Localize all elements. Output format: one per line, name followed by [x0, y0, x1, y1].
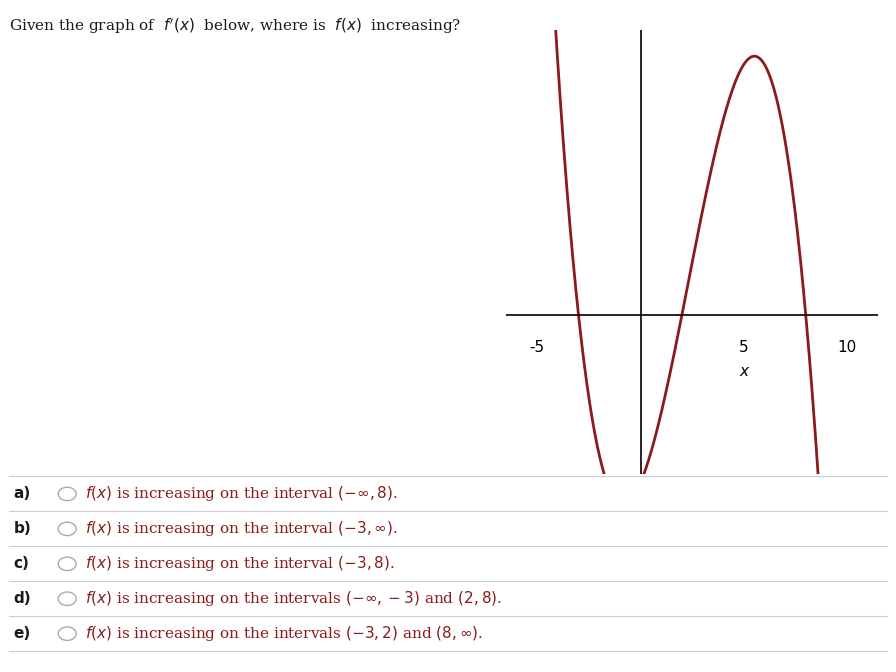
Text: $f(x)$ is increasing on the interval $(-\infty, 8)$.: $f(x)$ is increasing on the interval $(-…: [85, 485, 398, 503]
Text: $f(x)$ is increasing on the interval $(-3, 8)$.: $f(x)$ is increasing on the interval $(-…: [85, 554, 395, 573]
Text: $f(x)$ is increasing on the interval $(-3, \infty)$.: $f(x)$ is increasing on the interval $(-…: [85, 519, 398, 538]
Text: -5: -5: [530, 340, 545, 355]
Text: $f(x)$ is increasing on the intervals $(-3, 2)$ and $(8, \infty)$.: $f(x)$ is increasing on the intervals $(…: [85, 624, 484, 643]
Text: $f(x)$ is increasing on the intervals $(-\infty, -3)$ and $(2, 8)$.: $f(x)$ is increasing on the intervals $(…: [85, 589, 502, 608]
Text: 10: 10: [838, 340, 857, 355]
Text: a): a): [13, 487, 30, 501]
Text: x: x: [739, 364, 748, 379]
Text: e): e): [13, 626, 30, 641]
Text: 5: 5: [739, 340, 749, 355]
Text: b): b): [13, 521, 31, 536]
Text: Given the graph of  $f'(x)$  below, where is  $f(x)$  increasing?: Given the graph of $f'(x)$ below, where …: [9, 17, 461, 36]
Text: c): c): [13, 556, 30, 571]
Text: d): d): [13, 591, 31, 606]
